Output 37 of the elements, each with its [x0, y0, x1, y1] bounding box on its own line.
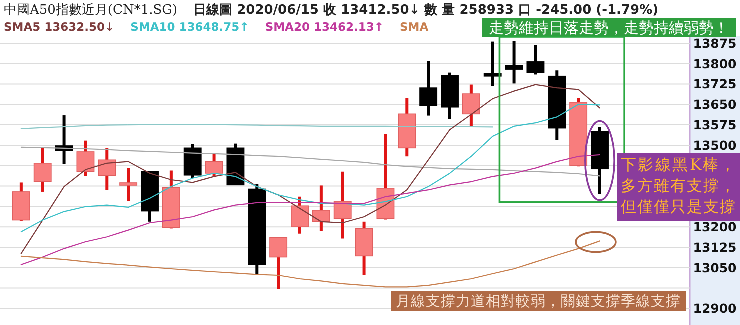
candlestick [98, 148, 116, 190]
candlestick [76, 140, 95, 176]
y-tick-label: 13050 [693, 260, 738, 276]
candlestick [334, 172, 352, 239]
y-tick-label: 13650 [693, 97, 738, 112]
text: SMA20 13462.13↑ [265, 20, 384, 34]
line-series [20, 104, 601, 233]
text: 走勢維持日落走勢，走勢持續弱勢！ [489, 19, 729, 37]
y-tick-label: 13200 [693, 220, 738, 235]
y-tick-label: 13575 [693, 118, 737, 133]
candlestick [312, 186, 330, 232]
candlestick [120, 168, 138, 202]
y-tick-label: 13500 [693, 138, 738, 153]
candlestick [526, 45, 545, 75]
candlestick [205, 153, 224, 176]
text: SMA10 13648.75↑ [130, 20, 250, 34]
candlestick [462, 84, 480, 126]
candlestick [291, 196, 309, 234]
y-tick-label: 13725 [693, 76, 737, 92]
y-tick-label: 12900 [693, 301, 738, 316]
y-tick-label: 13875 [693, 36, 737, 51]
candlestick [270, 237, 288, 290]
line-series [20, 240, 601, 288]
chart-subtitle: 日線圖 2020/06/15 收 13412.50↓ 數 量 258933 口 -245.00 (-1.79%) [194, 3, 659, 18]
text: SMA [400, 20, 429, 34]
text: 下影線黑K棒，多方雖有支撐，但僅僅只是支撐 [621, 156, 736, 216]
candlestick [505, 40, 524, 84]
candlestick [484, 42, 502, 86]
chart-title: 中國A50指數近月(CN*1.SG) [4, 3, 178, 18]
annotation: 月線支撐力道相對較弱，關鍵支撐季線支撐 [396, 293, 681, 310]
line-series [20, 84, 601, 254]
y-tick-label: 13800 [693, 56, 738, 72]
y-tick-label: 13125 [693, 240, 737, 255]
candlestick [420, 61, 438, 116]
candlestick [34, 148, 52, 192]
line-series [20, 146, 601, 177]
text: SMA5 13632.50↓ [4, 20, 115, 34]
